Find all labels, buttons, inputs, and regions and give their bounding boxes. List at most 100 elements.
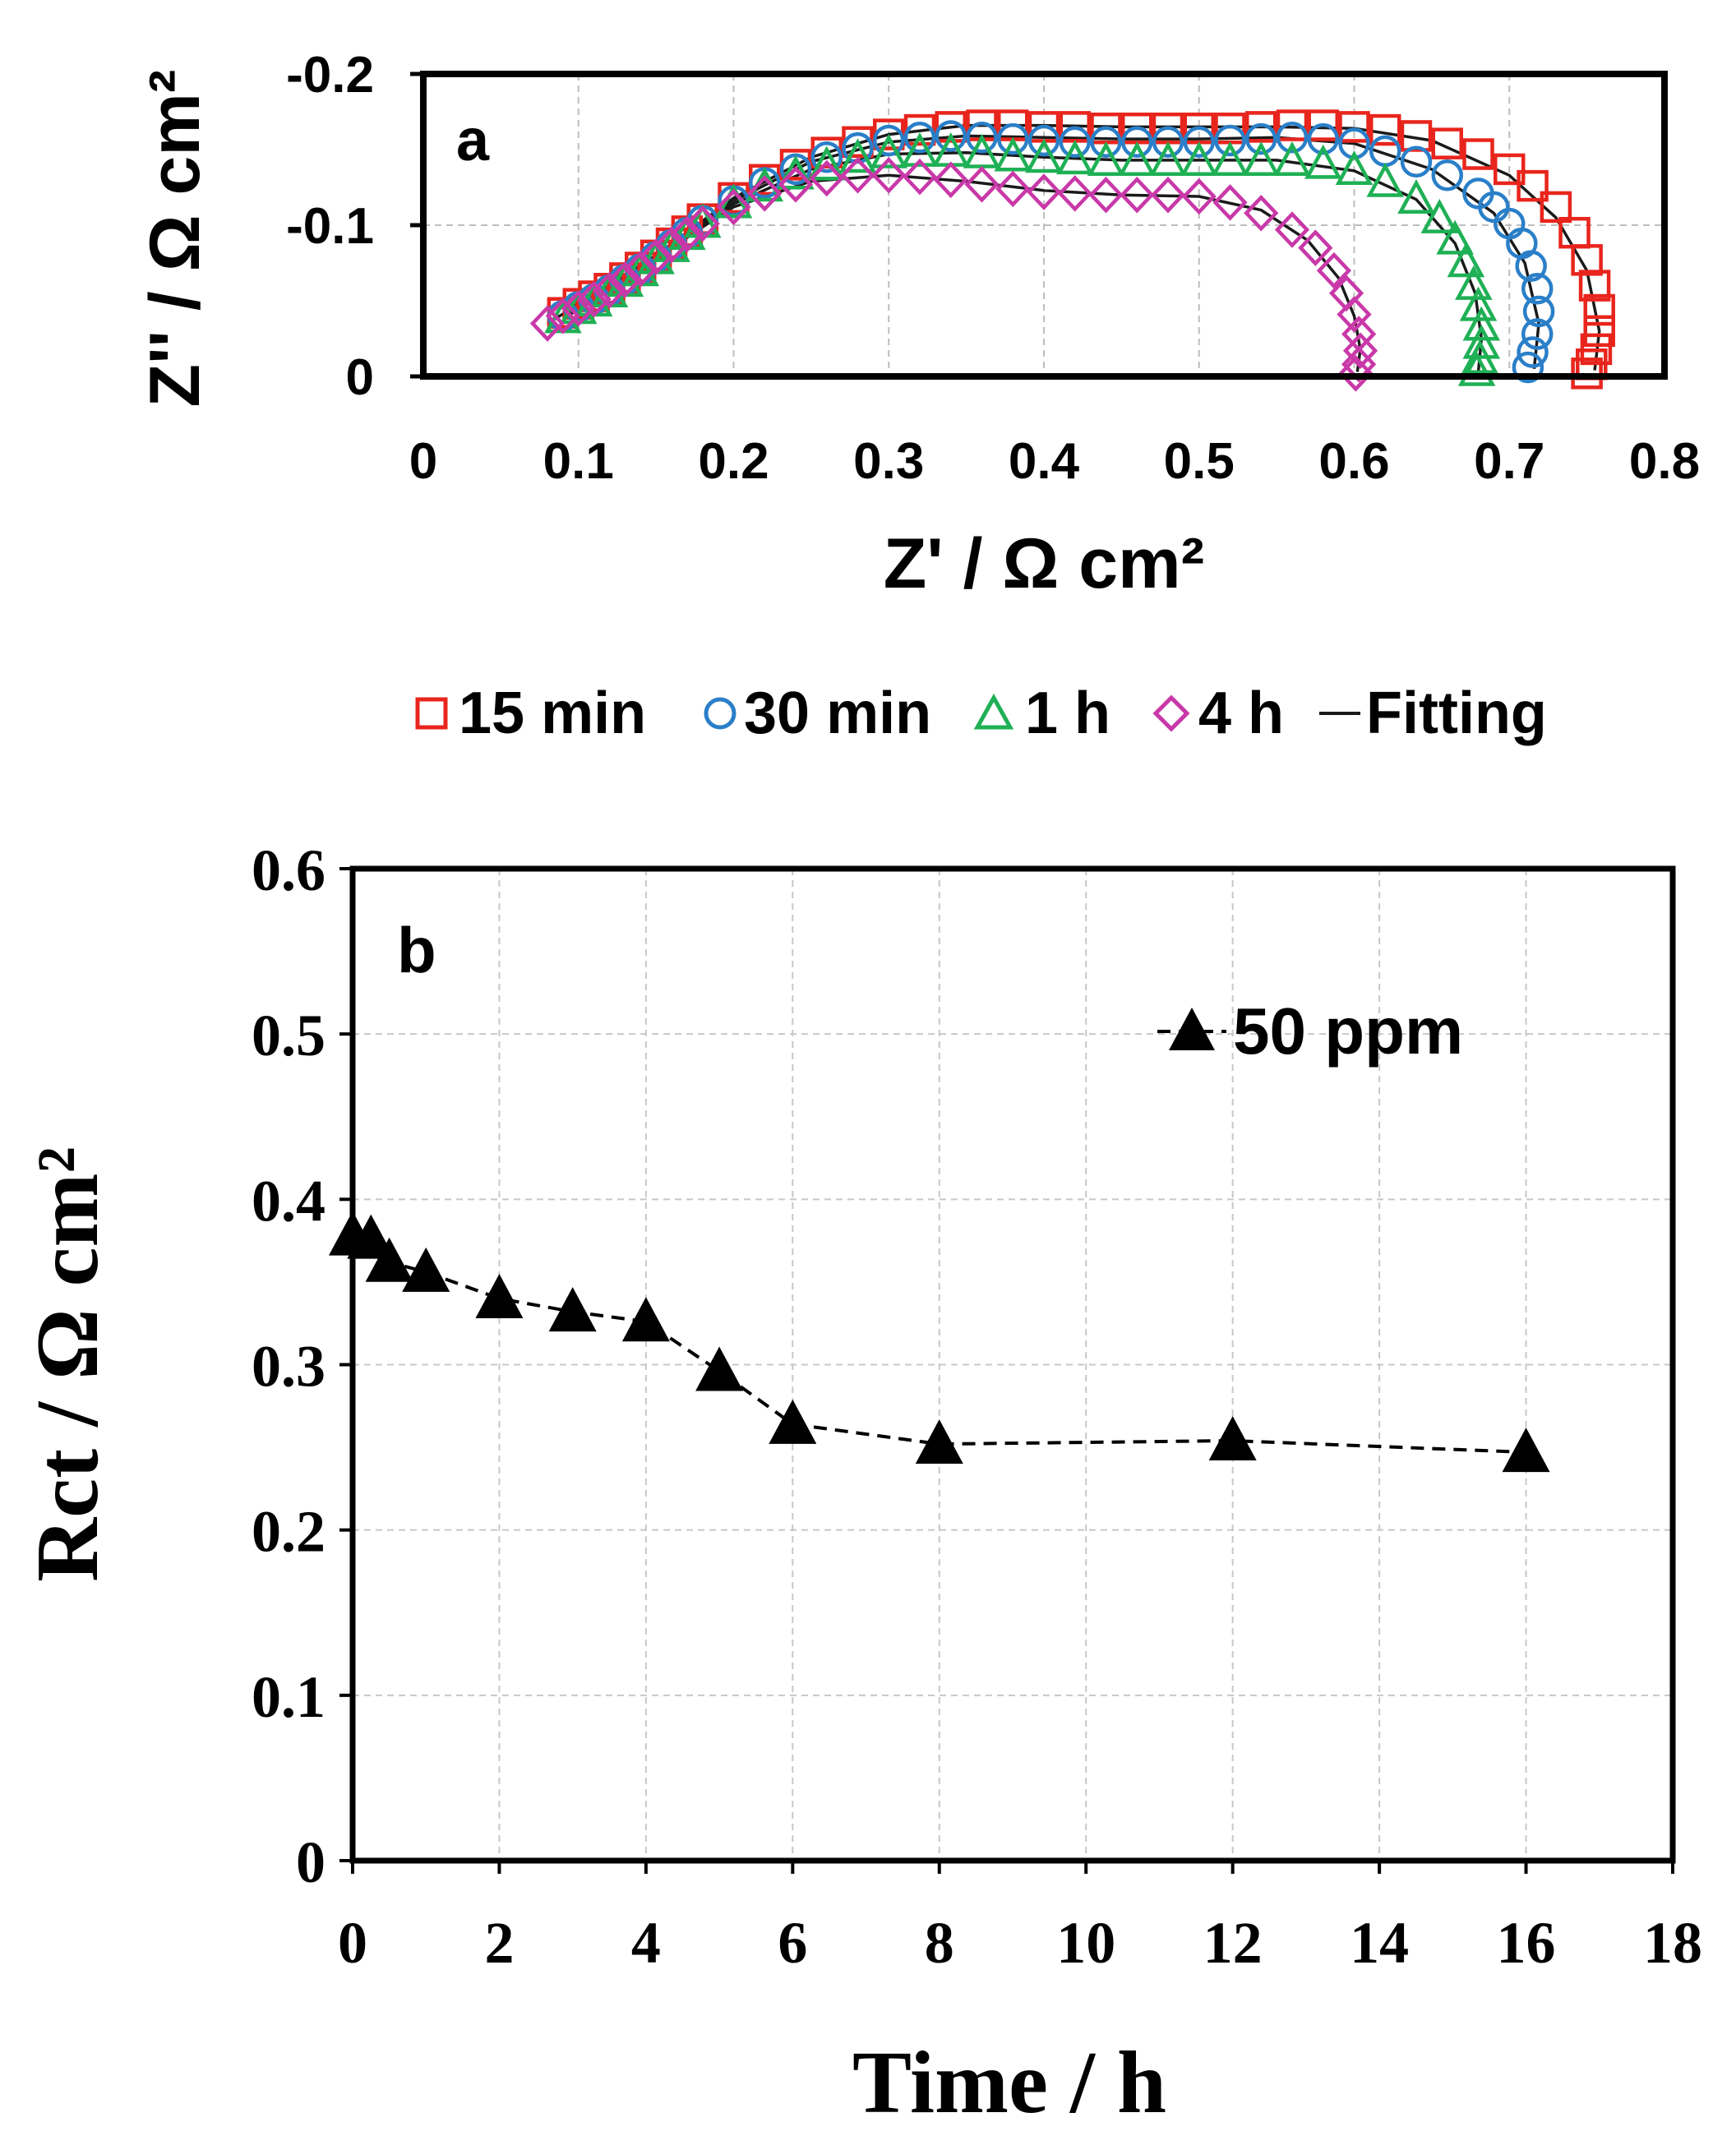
chart-b-legend: 50 ppm xyxy=(1157,994,1463,1068)
data-point-filled-triangle xyxy=(475,1274,524,1319)
data-point-filled-triangle xyxy=(695,1346,744,1391)
data-point-filled-triangle xyxy=(402,1247,450,1292)
data-point-triangle xyxy=(994,136,1032,172)
data-point-diamond xyxy=(1244,195,1279,232)
chart-a-panel-label: a xyxy=(456,108,490,173)
x-tick-label: 10 xyxy=(1056,1910,1115,1976)
y-tick-label: 0.2 xyxy=(252,1499,326,1565)
data-point-circle xyxy=(1521,318,1554,350)
chart-b: 0 2 4 6 8 10 12 14 16 18 0 0.1 0.2 0.3 0.4 0.5 0.6 b Ti… xyxy=(19,837,1702,2132)
data-point-diamond xyxy=(964,166,1000,203)
data-point-diamond xyxy=(933,161,968,199)
chart-a-y-axis-label: Z'' / Ω cm² xyxy=(136,70,215,408)
data-point-triangle xyxy=(1335,150,1374,186)
data-point-triangle xyxy=(1366,162,1405,197)
data-point-diamond xyxy=(1337,296,1372,333)
chart-a-x-axis-label: Z' / Ω cm² xyxy=(884,524,1204,603)
legend-label-4-h: 4 h xyxy=(1198,680,1284,746)
data-point-diamond xyxy=(623,251,658,288)
data-point-triangle xyxy=(1461,339,1499,375)
legend-item-30-min: 30 min xyxy=(704,680,931,746)
data-point-diamond xyxy=(995,170,1031,208)
data-point-square xyxy=(1338,111,1370,143)
legend-item-1-h: 1 h xyxy=(973,680,1110,746)
chart-a-x-tick-labels: 0 0.1 0.2 0.3 0.4 0.5 0.6 0.7 0.8 xyxy=(409,433,1700,490)
data-point-triangle xyxy=(1118,141,1157,176)
data-point-triangle xyxy=(1462,306,1501,341)
data-point-diamond xyxy=(1026,173,1062,210)
x-tick-label: 4 xyxy=(631,1910,661,1976)
data-point-diamond xyxy=(576,280,612,318)
data-point-circle xyxy=(1183,126,1215,159)
data-point-square xyxy=(1276,109,1309,141)
legend-marker-circle xyxy=(704,697,736,730)
data-point-triangle xyxy=(1447,242,1485,278)
data-point-diamond xyxy=(840,157,875,194)
series-30-min xyxy=(547,120,1555,384)
y-tick-label: 0.3 xyxy=(252,1334,326,1400)
data-point-triangle xyxy=(1273,141,1311,176)
x-tick-label: 0.7 xyxy=(1474,433,1544,490)
data-point-square xyxy=(1369,113,1401,146)
data-point-square xyxy=(903,113,936,146)
chart-a-y-tick-labels: 0 -0.1 -0.2 xyxy=(286,47,374,406)
legend-item-fitting: Fitting xyxy=(1319,680,1547,746)
data-point-triangle xyxy=(901,131,939,167)
data-point-circle xyxy=(1090,126,1122,159)
data-point-triangle xyxy=(1462,324,1501,359)
data-point-square xyxy=(1517,169,1549,202)
legend-label-30-min: 30 min xyxy=(744,680,931,746)
data-point-diamond xyxy=(1274,211,1310,248)
legend-label-1-h: 1 h xyxy=(1025,680,1110,746)
x-tick-label: 0.8 xyxy=(1629,433,1700,490)
x-tick-label: 0.1 xyxy=(543,433,614,490)
data-point-circle xyxy=(1521,273,1554,305)
data-point-circle xyxy=(1059,126,1091,159)
data-point-diamond xyxy=(1316,251,1352,289)
chart-b-gridlines xyxy=(353,869,1673,1861)
data-point-circle xyxy=(1245,122,1277,155)
data-point-square xyxy=(1578,270,1611,302)
y-tick-label: -0.1 xyxy=(286,198,374,255)
data-point-diamond xyxy=(1212,184,1248,221)
data-point-square xyxy=(1431,127,1463,159)
chart-a-gridlines xyxy=(410,72,1664,379)
data-point-square xyxy=(1462,138,1494,170)
data-point-square xyxy=(1571,244,1603,276)
legend-label-50-ppm: 50 ppm xyxy=(1233,994,1463,1068)
data-point-circle xyxy=(1276,122,1309,154)
y-tick-label: 0 xyxy=(296,1829,326,1895)
data-point-triangle xyxy=(1087,141,1125,176)
x-tick-label: 0.5 xyxy=(1164,433,1235,490)
data-point-square xyxy=(935,111,967,143)
data-point-diamond xyxy=(1088,176,1124,214)
chart-a: 0 0.1 0.2 0.3 0.4 0.5 0.6 0.7 0.8 0 -0.1 -0.2 a Z'… xyxy=(136,47,1700,746)
data-point-circle xyxy=(1431,159,1463,191)
data-point-diamond xyxy=(561,289,596,327)
data-point-circle xyxy=(903,122,936,154)
data-point-diamond xyxy=(592,271,627,309)
data-point-circle xyxy=(1512,351,1544,384)
data-point-filled-triangle xyxy=(347,1214,395,1259)
data-point-diamond xyxy=(685,205,720,242)
data-point-square xyxy=(1540,191,1572,224)
data-point-triangle xyxy=(1436,219,1474,255)
y-tick-label: 0 xyxy=(346,349,374,406)
data-point-diamond xyxy=(1120,176,1155,214)
chart-a-markers xyxy=(529,109,1615,392)
data-point-diamond xyxy=(607,261,643,298)
chart-b-y-axis-label: Rct / Ω cm² xyxy=(19,1146,117,1582)
data-point-triangle xyxy=(1420,198,1459,233)
chart-b-x-axis-label: Time / h xyxy=(852,2034,1166,2132)
x-tick-label: 8 xyxy=(925,1910,954,1976)
data-point-triangle xyxy=(870,133,908,168)
data-point-triangle xyxy=(838,138,877,173)
y-tick-label: -0.2 xyxy=(286,47,374,104)
data-point-diamond xyxy=(1057,175,1092,212)
data-point-triangle xyxy=(1180,141,1218,176)
x-tick-label: 12 xyxy=(1203,1910,1263,1976)
data-point-diamond xyxy=(1298,229,1333,266)
data-point-diamond xyxy=(871,157,907,194)
chart-b-panel-label: b xyxy=(397,914,436,986)
